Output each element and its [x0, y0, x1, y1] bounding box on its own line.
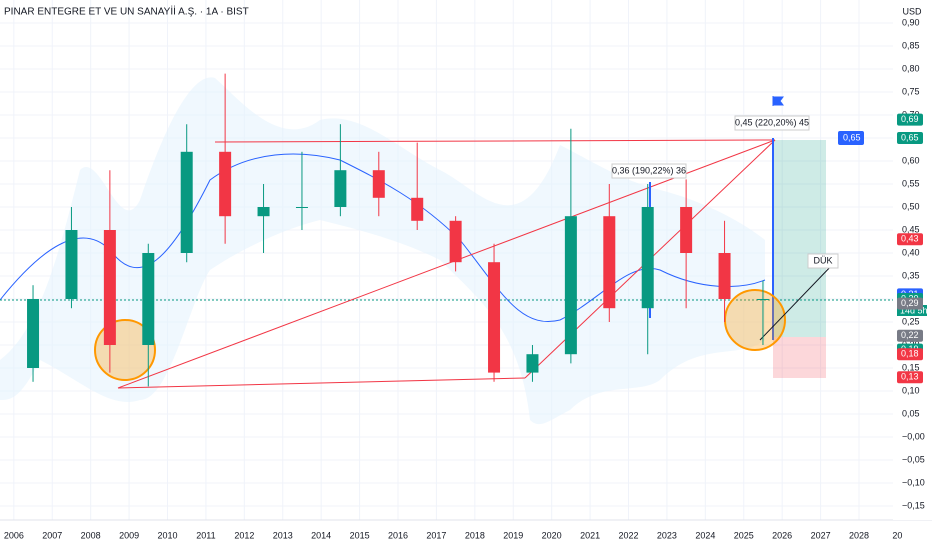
price-badge — [897, 348, 923, 361]
candle-body — [142, 253, 155, 345]
price-badge-label: 0,18 — [901, 349, 919, 359]
y-tick-label: 0,85 — [902, 40, 920, 50]
annotation-box — [807, 253, 839, 269]
x-tick-label: 2016 — [388, 530, 408, 540]
y-tick-label: −0,00 — [902, 431, 925, 441]
y-tick-label: 0,55 — [902, 178, 920, 188]
y-tick-label: 0,50 — [902, 201, 920, 211]
candle-body — [295, 207, 308, 208]
x-tick-label: 2012 — [234, 530, 254, 540]
price-badge — [897, 113, 923, 126]
x-tick-label: 2022 — [618, 530, 638, 540]
callout-line — [759, 261, 836, 341]
countdown: 14d 5h — [900, 305, 928, 315]
price-badge-label: 0,13 — [901, 372, 919, 382]
chart-title: PINAR ENTEGRE ET VE UN SANAYİİ A.Ş. · 1A… — [4, 5, 249, 18]
countdown-badge — [897, 305, 927, 316]
price-axis — [893, 0, 932, 520]
candle-body — [219, 151, 232, 217]
candle-body — [65, 230, 78, 299]
annotation: DÜK — [813, 255, 832, 265]
x-tick-label: 2021 — [580, 530, 600, 540]
price-badge — [897, 132, 923, 144]
y-tick-label: 0,40 — [902, 247, 920, 257]
x-tick-label: 2014 — [311, 530, 331, 540]
y-tick-label: 0,05 — [902, 408, 920, 418]
y-tick-label: 0,45 — [902, 224, 920, 234]
x-tick-label: 20 — [892, 530, 902, 540]
x-tick-label: 2017 — [426, 530, 446, 540]
x-tick-label: 2020 — [542, 530, 562, 540]
price-badge-label: 0,22 — [901, 330, 919, 340]
x-tick-label: 2019 — [503, 530, 523, 540]
x-tick-label: 2025 — [734, 530, 754, 540]
candle-body — [526, 354, 539, 373]
x-tick-label: 2028 — [849, 530, 869, 540]
price-badge — [897, 297, 923, 310]
y-tick-label: 0,60 — [902, 155, 920, 165]
x-tick-label: 2010 — [157, 530, 177, 540]
price-badge-label: 0,29 — [901, 298, 919, 308]
candle-body — [564, 216, 577, 355]
x-tick-label: 2015 — [350, 530, 370, 540]
price-badge-label: 0,43 — [901, 234, 919, 244]
candle-body — [449, 220, 462, 263]
flag-icon — [772, 96, 784, 106]
y-tick-label: 0,75 — [902, 86, 920, 96]
price-badge — [897, 233, 923, 246]
annotation: 0,36 (190,22%) 36 — [612, 165, 686, 175]
x-tick-label: 2011 — [196, 530, 215, 540]
candle-body — [680, 207, 693, 253]
y-tick-label: 0,90 — [902, 17, 920, 27]
candle-body — [180, 151, 193, 253]
y-tick-label: −0,15 — [902, 500, 925, 510]
y-tick-label: 0,35 — [902, 270, 920, 280]
candle-body — [257, 207, 270, 217]
y-tick-label: 0,25 — [902, 316, 920, 326]
currency: USD — [902, 6, 922, 16]
candle-body — [641, 207, 654, 309]
x-tick-label: 2007 — [42, 530, 62, 540]
long-stop-zone — [773, 337, 826, 378]
candle-body — [488, 262, 501, 373]
y-tick-label: 0,80 — [902, 63, 920, 73]
x-tick-label: 2018 — [465, 530, 485, 540]
candle-body — [603, 216, 616, 309]
price-badge-label: 0,69 — [901, 114, 919, 124]
target-badge-label: 0,65 — [843, 132, 861, 142]
long-target-zone — [773, 140, 826, 337]
candle-body — [334, 170, 347, 207]
candle-body — [372, 170, 385, 198]
x-tick-label: 2013 — [273, 530, 293, 540]
x-tick-label: 2024 — [695, 530, 715, 540]
annotation-box — [611, 163, 687, 179]
x-tick-label: 2006 — [4, 530, 24, 540]
y-tick-label: −0,05 — [902, 454, 925, 464]
price-badge-label: 0,65 — [901, 132, 919, 142]
y-tick-label: −0,10 — [902, 477, 925, 487]
annotation-box — [734, 115, 810, 131]
candle-body — [718, 253, 731, 299]
candle-body — [103, 230, 116, 345]
y-tick-label: 0,10 — [902, 385, 920, 395]
x-tick-label: 2026 — [772, 530, 792, 540]
x-tick-label: 2009 — [119, 530, 139, 540]
candle-body — [756, 299, 769, 300]
candle-body — [411, 197, 424, 221]
target-badge — [838, 131, 864, 145]
x-tick-label: 2008 — [81, 530, 101, 540]
price-badge — [897, 371, 923, 384]
x-tick-label: 2023 — [657, 530, 677, 540]
x-tick-label: 2027 — [811, 530, 831, 540]
highlight-circle — [724, 289, 786, 351]
candle-body — [27, 299, 40, 368]
annotation: 0,45 (220,20%) 45 — [735, 117, 809, 127]
y-tick-label: 0,15 — [902, 362, 920, 372]
price-badge — [897, 329, 923, 342]
